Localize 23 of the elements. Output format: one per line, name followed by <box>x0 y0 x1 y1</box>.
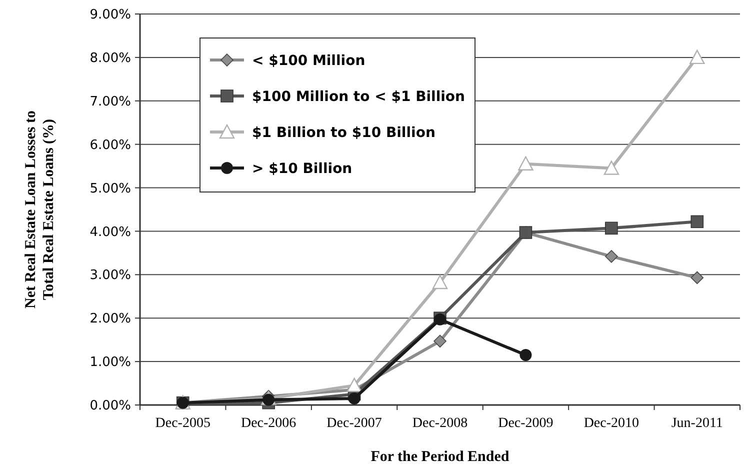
y-tick-label: 1.00% <box>90 355 131 370</box>
legend-label: > $10 Billion <box>252 160 352 177</box>
y-tick-label: 8.00% <box>90 50 131 66</box>
y-axis-title: Net Real Estate Loan Losses to Total Real Estate Loans (%) <box>23 110 57 308</box>
y-tick-label: 4.00% <box>90 224 131 240</box>
x-tick-label: Dec-2009 <box>498 416 554 431</box>
legend-label: $1 Billion to $10 Billion <box>252 124 436 141</box>
legend-label: $100 Million to < $1 Billion <box>252 88 466 105</box>
x-tick-label: Jun-2011 <box>671 416 723 431</box>
legend-label: < $100 Million <box>252 52 366 69</box>
y-tick-label: 7.00% <box>90 94 131 110</box>
x-tick-label: Dec-2008 <box>412 416 468 431</box>
y-tick-label: 6.00% <box>90 138 131 153</box>
x-axis-title: For the Period Ended <box>370 449 510 465</box>
y-tick-label: 9.00% <box>90 8 131 23</box>
x-tick-label: Dec-2005 <box>155 416 210 431</box>
x-tick-label: Dec-2010 <box>584 416 640 431</box>
y-tick-label: 5.00% <box>90 181 131 196</box>
y-tick-label: 0.00% <box>90 398 131 414</box>
y-tick-label: 2.00% <box>90 312 131 327</box>
x-tick-label: Dec-2007 <box>326 416 382 431</box>
y-tick-label: 3.00% <box>90 268 131 284</box>
x-tick-label: Dec-2006 <box>240 416 296 431</box>
